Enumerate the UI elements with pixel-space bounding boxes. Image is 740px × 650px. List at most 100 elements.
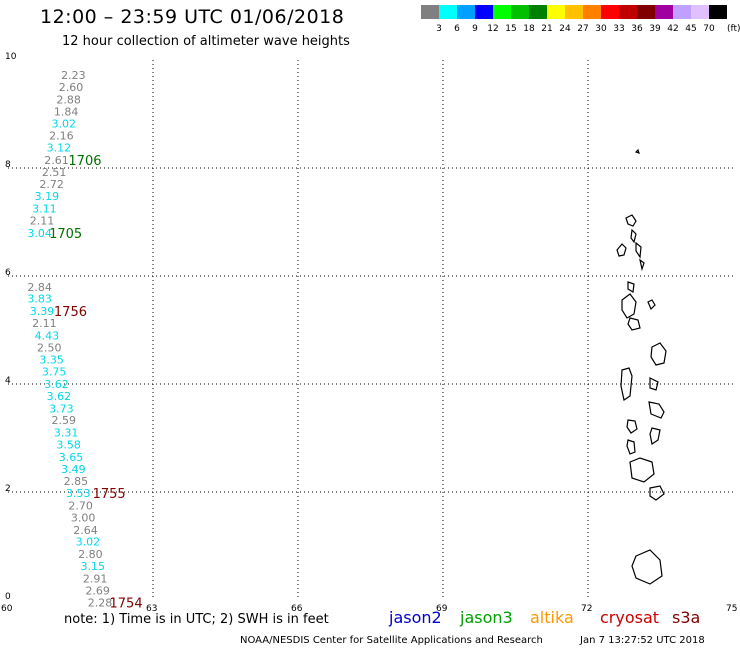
- x-tick-label: 66: [291, 604, 303, 614]
- wave-height-label: 3.11: [32, 203, 57, 216]
- wave-height-label: 2.61: [44, 154, 69, 167]
- legend-value: 33: [613, 24, 625, 34]
- wave-height-label: 2.91: [83, 572, 108, 585]
- wave-height-label: 3.15: [81, 560, 106, 573]
- island-outline: [627, 317, 641, 331]
- island-outline: [639, 258, 645, 272]
- island-outline: [626, 419, 638, 434]
- pass-time-label: 1754: [110, 597, 143, 612]
- legend-value: 42: [667, 24, 679, 34]
- legend-value: 24: [559, 24, 571, 34]
- legend-swatch: [547, 5, 565, 19]
- wave-height-label: 2.60: [59, 81, 84, 94]
- wave-height-label: 3.75: [42, 366, 66, 379]
- legend-unit: (ft): [727, 24, 740, 34]
- legend-value: 30: [595, 24, 607, 34]
- y-tick-label: 2: [5, 484, 11, 494]
- wave-height-label: 3.65: [59, 451, 84, 464]
- legend-swatch: [511, 5, 529, 19]
- satellite-label: jason3: [460, 608, 513, 627]
- chart-subtitle: 12 hour collection of altimeter wave hei…: [62, 34, 350, 49]
- satellite-label: jason2: [389, 608, 442, 627]
- legend-swatch: [439, 5, 457, 19]
- legend-swatch: [601, 5, 619, 19]
- wave-height-label: 3.62: [47, 390, 72, 403]
- satellite-label: altika: [530, 608, 574, 627]
- wave-height-label: 2.16: [49, 130, 73, 143]
- legend-value: 3: [436, 24, 442, 34]
- satellite-label: cryosat: [600, 608, 660, 627]
- legend-value: 15: [505, 24, 517, 34]
- legend-value: 9: [472, 24, 478, 34]
- satellite-label: s3a: [672, 608, 701, 627]
- wave-height-label: 2.85: [64, 475, 88, 488]
- legend-swatch: [637, 5, 655, 19]
- wave-height-label: 3.73: [49, 402, 73, 415]
- pass-time-label: 1705: [49, 227, 82, 242]
- y-tick-label: 6: [5, 268, 11, 278]
- legend-swatch: [655, 5, 673, 19]
- credit-text: NOAA/NESDIS Center for Satellite Applica…: [240, 635, 543, 646]
- legend-swatch: [475, 5, 493, 19]
- legend-swatch: [673, 5, 691, 19]
- wave-height-label: 1.84: [54, 105, 79, 118]
- island-outline: [625, 214, 637, 227]
- wave-height-label: 2.11: [30, 214, 55, 227]
- legend-swatch: [421, 5, 439, 19]
- pass-time-label: 1706: [68, 154, 101, 169]
- island-outline: [650, 342, 667, 366]
- island-outline: [627, 281, 635, 293]
- legend-value: 12: [487, 24, 499, 34]
- legend-swatch: [493, 5, 511, 19]
- wave-height-label: 2.11: [32, 317, 57, 330]
- wave-height-label: 3.00: [71, 511, 96, 524]
- x-tick-label: 60: [1, 604, 13, 614]
- wave-height-label: 3.02: [76, 536, 101, 549]
- wave-height-label: 3.19: [35, 190, 60, 203]
- island-outline: [634, 148, 640, 154]
- wave-height-label: 2.59: [52, 414, 77, 427]
- wave-height-label: 3.31: [54, 427, 79, 440]
- island-outline: [620, 367, 633, 401]
- wave-height-label: 2.70: [68, 500, 93, 513]
- wave-height-label: 2.72: [39, 178, 64, 191]
- wave-height-label: 3.58: [56, 438, 80, 451]
- legend-value: 18: [523, 24, 535, 34]
- y-tick-label: 0: [5, 592, 11, 602]
- island-outline: [635, 241, 642, 259]
- wave-height-label: 2.64: [73, 524, 98, 537]
- island-outline: [648, 401, 665, 419]
- legend-value: 21: [541, 24, 553, 34]
- wave-height-label: 3.12: [47, 141, 72, 154]
- x-tick-label: 75: [726, 604, 737, 614]
- wave-height-label: 2.28: [88, 597, 113, 610]
- legend-swatch: [691, 5, 709, 19]
- island-outline: [649, 377, 659, 391]
- island-outline: [647, 299, 656, 311]
- y-tick-label: 4: [5, 376, 11, 386]
- island-outline: [630, 228, 637, 244]
- pass-time-label: 1756: [54, 305, 87, 320]
- wave-height-label: 2.23: [61, 69, 86, 82]
- pass-time-label: 1755: [93, 487, 126, 502]
- island-outline: [629, 457, 655, 483]
- island-outline: [621, 293, 637, 319]
- island-outline: [649, 427, 661, 445]
- wave-height-label: 4.43: [35, 329, 60, 342]
- island-outline: [626, 439, 636, 455]
- wave-height-label: 2.69: [85, 584, 110, 597]
- x-tick-label: 63: [146, 604, 157, 614]
- x-tick-label: 69: [436, 604, 448, 614]
- wave-height-label: 2.84: [27, 281, 52, 294]
- legend-swatch: [619, 5, 637, 19]
- island-outline: [616, 243, 627, 257]
- legend-swatch: [529, 5, 547, 19]
- wave-height-label: 3.49: [61, 463, 86, 476]
- generated-timestamp: Jan 7 13:27:52 UTC 2018: [580, 635, 705, 646]
- wave-height-label: 3.04: [27, 227, 52, 240]
- island-outline: [649, 485, 665, 501]
- y-tick-label: 8: [5, 160, 11, 170]
- wave-height-label: 3.39: [30, 305, 55, 318]
- legend-swatch: [583, 5, 601, 19]
- wave-height-label: 2.80: [78, 548, 103, 561]
